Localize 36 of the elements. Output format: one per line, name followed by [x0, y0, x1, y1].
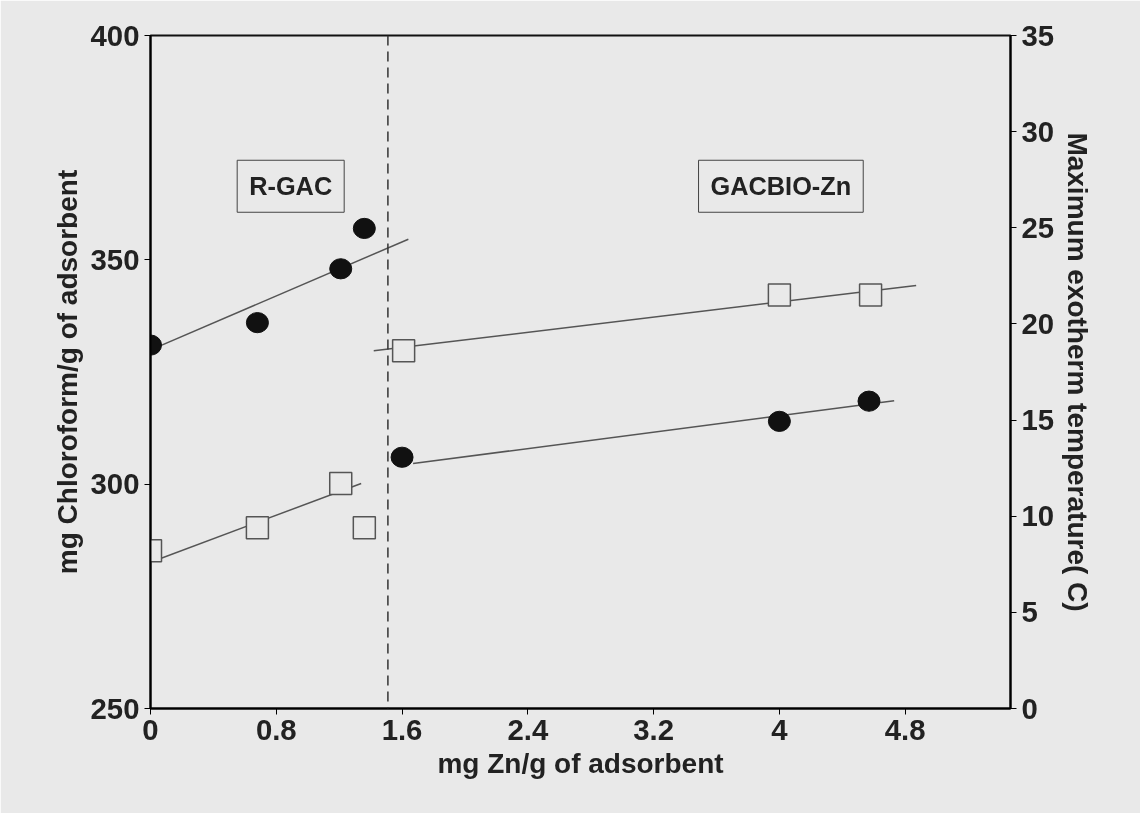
x-tick-label: 0.8 — [255, 712, 297, 746]
y2-tick-label: 5 — [1021, 595, 1038, 629]
point — [858, 283, 883, 307]
y-tick-label: 350 — [90, 242, 140, 276]
x-tick-label: 4.8 — [884, 712, 926, 746]
point — [328, 471, 353, 496]
x-tick-label: 3.2 — [633, 712, 674, 746]
y2-tick-label: 20 — [1021, 306, 1055, 340]
x-tick-label: 1.6 — [381, 712, 423, 746]
point — [390, 446, 414, 468]
y2-tick-label: 0 — [1021, 691, 1038, 725]
y-tick-label: 400 — [90, 18, 140, 52]
point — [245, 516, 270, 540]
point — [245, 312, 269, 334]
point — [329, 258, 353, 280]
y-tick-label: 300 — [90, 467, 140, 501]
y2-axis-title: Maximum exotherm temperature( C) — [1062, 132, 1094, 612]
annotation: R-GAC — [249, 172, 333, 201]
point — [857, 390, 881, 412]
y2-tick-label: 15 — [1021, 403, 1055, 437]
y2-tick-label: 25 — [1021, 210, 1055, 244]
x-axis-title: mg Zn/g of adsorbent — [437, 747, 724, 779]
x-tick-label: 2.4 — [507, 712, 549, 746]
annotation: GACBIO-Zn — [710, 172, 852, 201]
x-tick-label: 4 — [771, 712, 789, 746]
point — [767, 283, 792, 307]
point — [391, 339, 416, 363]
y2-tick-label: 30 — [1021, 114, 1055, 148]
x-tick-label: 0 — [142, 712, 159, 746]
point — [767, 410, 791, 432]
y2-tick-label: 35 — [1021, 18, 1055, 52]
y2-tick-label: 10 — [1021, 499, 1055, 533]
point — [352, 217, 376, 239]
point — [352, 516, 377, 540]
y-axis-title: mg Chloroform/g of adsorbent — [51, 169, 83, 575]
y-tick-label: 250 — [90, 691, 140, 725]
